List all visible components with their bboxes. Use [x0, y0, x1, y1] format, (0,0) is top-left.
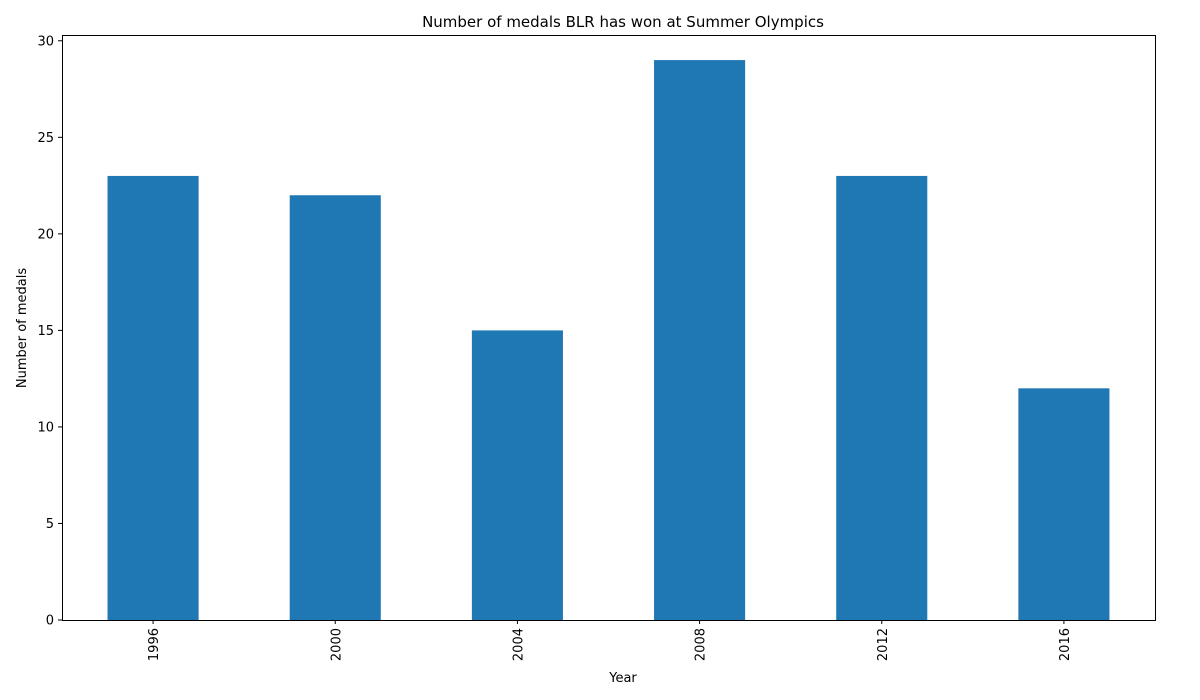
x-tick-label-2016: 2016	[1058, 628, 1073, 661]
x-tick-label-2012: 2012	[876, 628, 891, 661]
y-tick-label-30: 30	[37, 34, 54, 49]
bars-group	[107, 60, 1110, 621]
x-tick-label-1996: 1996	[147, 628, 162, 661]
chart-title: Number of medals BLR has won at Summer O…	[422, 13, 824, 31]
x-axis-label: Year	[608, 671, 637, 686]
y-tick-label-15: 15	[37, 324, 54, 339]
plot-frame	[62, 35, 1156, 621]
y-tick-label-10: 10	[37, 420, 54, 435]
y-axis-label: Number of medals	[15, 268, 30, 389]
bar-1996	[107, 175, 199, 620]
x-ticks-group: 1996 2000 2004 2008 2012 2016	[147, 620, 1073, 661]
y-tick-label-20: 20	[37, 227, 54, 242]
bar-2016	[1018, 388, 1110, 620]
y-tick-label-25: 25	[37, 131, 54, 146]
y-tick-label-5: 5	[46, 517, 54, 532]
x-tick-label-2008: 2008	[694, 628, 709, 661]
bar-2004	[471, 330, 563, 620]
y-ticks-group: 0 5 10 15 20 25 30	[37, 34, 62, 629]
x-tick-label-2000: 2000	[329, 628, 344, 661]
y-tick-label-0: 0	[46, 614, 54, 629]
bar-2008	[654, 60, 746, 621]
bar-2000	[289, 195, 381, 620]
x-tick-label-2004: 2004	[511, 628, 526, 661]
y-axis-label-group: Number of medals	[15, 268, 30, 389]
bar-2012	[836, 175, 928, 620]
